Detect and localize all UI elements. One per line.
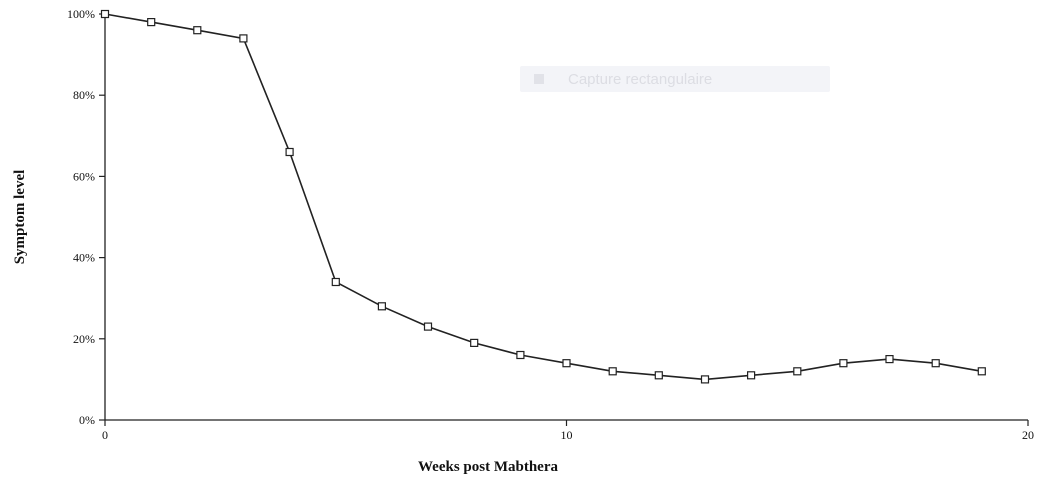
series-line bbox=[104, 13, 982, 381]
y-axis-ticks: 0% 20% 40% 60% 80% 100% bbox=[67, 7, 105, 427]
data-point bbox=[608, 367, 617, 376]
data-point bbox=[516, 350, 525, 360]
data-point bbox=[654, 371, 663, 380]
data-point bbox=[562, 359, 571, 368]
data-point bbox=[746, 371, 756, 380]
data-point bbox=[793, 367, 802, 376]
y-tick-label: 60% bbox=[73, 169, 95, 183]
y-tick-label: 80% bbox=[73, 88, 95, 102]
y-tick-label: 40% bbox=[73, 251, 95, 265]
data-point bbox=[285, 147, 294, 157]
x-axis-title: Weeks post Mabthera bbox=[418, 459, 558, 475]
data-point bbox=[700, 375, 710, 384]
series-layer bbox=[100, 9, 986, 384]
watermark-label: Capture rectangulaire bbox=[568, 71, 712, 88]
data-point bbox=[977, 367, 986, 376]
x-axis-ticks: 0 10 20 bbox=[102, 420, 1034, 442]
data-point bbox=[239, 34, 248, 43]
x-tick-label: 10 bbox=[561, 428, 573, 442]
data-point bbox=[470, 338, 479, 347]
data-point bbox=[839, 359, 848, 368]
y-tick-label: 100% bbox=[67, 7, 95, 21]
data-point bbox=[331, 277, 340, 287]
y-tick-label: 0% bbox=[79, 413, 95, 427]
y-tick-label: 20% bbox=[73, 332, 95, 346]
y-axis-title: Symptom level bbox=[12, 170, 28, 265]
x-tick-label: 20 bbox=[1022, 428, 1034, 442]
data-point bbox=[100, 9, 110, 19]
data-point bbox=[193, 26, 202, 35]
x-tick-label: 0 bbox=[102, 428, 108, 442]
data-point bbox=[147, 18, 156, 27]
capture-watermark: Capture rectangulaire bbox=[520, 66, 830, 92]
data-point bbox=[423, 322, 433, 331]
scissors-icon bbox=[534, 74, 544, 84]
data-point bbox=[931, 359, 940, 368]
data-point bbox=[377, 302, 386, 311]
data-point bbox=[885, 355, 894, 364]
